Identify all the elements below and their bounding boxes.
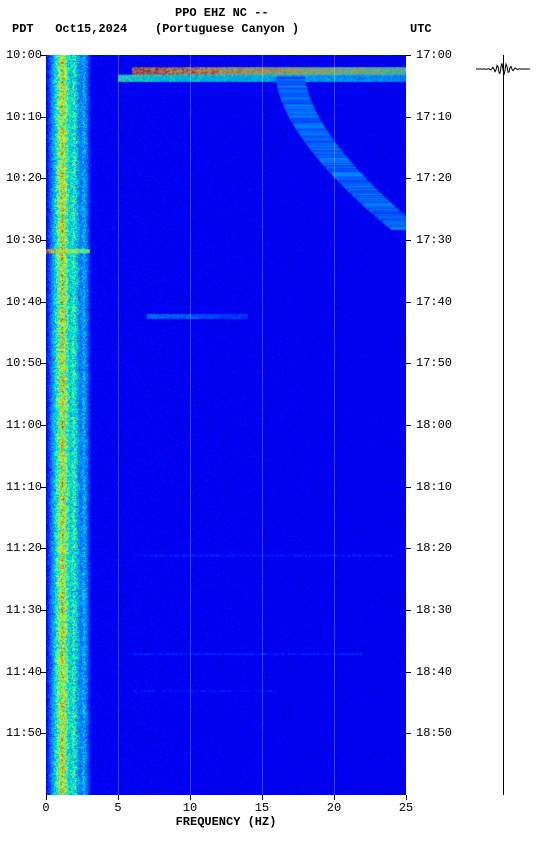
x-tick-label: 0 <box>42 801 49 815</box>
left-tick-label: 10:40 <box>6 295 46 309</box>
right-tick-label: 17:20 <box>406 171 452 185</box>
right-tick-label: 18:50 <box>406 726 452 740</box>
left-tick-label: 11:40 <box>6 665 46 679</box>
right-tick-label: 17:30 <box>406 233 452 247</box>
left-tick-label: 11:20 <box>6 541 46 555</box>
gridline <box>118 55 119 795</box>
right-tick-label: 17:00 <box>406 48 452 62</box>
left-tick-label: 11:00 <box>6 418 46 432</box>
right-tick-label: 18:00 <box>406 418 452 432</box>
right-tick-label: 17:40 <box>406 295 452 309</box>
waveform-event-glyph <box>476 62 530 76</box>
x-tick-label: 20 <box>327 801 341 815</box>
left-tick-label: 10:50 <box>6 356 46 370</box>
left-tick-label: 10:10 <box>6 110 46 124</box>
left-tick-label: 10:30 <box>6 233 46 247</box>
x-tick-mark <box>406 795 407 800</box>
right-tick-label: 17:10 <box>406 110 452 124</box>
tz-left-label: PDT <box>12 22 34 36</box>
gridline <box>262 55 263 795</box>
x-axis-label: FREQUENCY (HZ) <box>176 815 277 829</box>
right-tick-label: 18:10 <box>406 480 452 494</box>
station-label: (Portuguese Canyon ) <box>155 22 299 36</box>
right-tick-label: 17:50 <box>406 356 452 370</box>
x-tick-mark <box>118 795 119 800</box>
x-tick-mark <box>334 795 335 800</box>
x-tick-label: 5 <box>114 801 121 815</box>
x-tick-mark <box>190 795 191 800</box>
x-tick-mark <box>46 795 47 800</box>
x-tick-label: 10 <box>183 801 197 815</box>
x-tick-label: 15 <box>255 801 269 815</box>
left-tick-label: 11:10 <box>6 480 46 494</box>
x-tick-mark <box>262 795 263 800</box>
spectrogram-plot: 10:0010:1010:2010:3010:4010:5011:0011:10… <box>46 55 406 795</box>
left-tick-label: 10:00 <box>6 48 46 62</box>
date-label: Oct15,2024 <box>55 22 127 36</box>
right-tick-label: 18:40 <box>406 665 452 679</box>
spectrogram-canvas <box>46 55 406 795</box>
left-tick-label: 10:20 <box>6 171 46 185</box>
gridline <box>334 55 335 795</box>
chart-title: PPO EHZ NC -- <box>175 6 269 20</box>
right-tick-label: 18:20 <box>406 541 452 555</box>
right-tick-label: 18:30 <box>406 603 452 617</box>
left-tick-label: 11:30 <box>6 603 46 617</box>
x-tick-label: 25 <box>399 801 413 815</box>
gridline <box>190 55 191 795</box>
tz-right-label: UTC <box>410 22 432 36</box>
waveform-axis <box>503 55 504 795</box>
header-left: PDT Oct15,2024 <box>12 22 127 36</box>
waveform-panel <box>470 55 536 795</box>
left-tick-label: 11:50 <box>6 726 46 740</box>
